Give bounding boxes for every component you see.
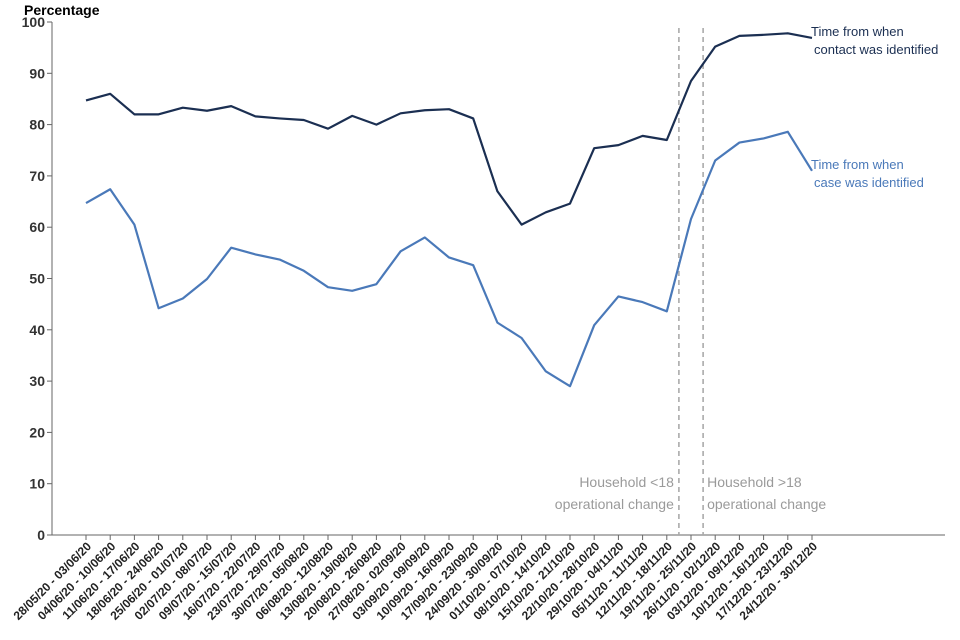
y-tick-label: 100: [22, 14, 46, 30]
series-labels: Time from when contact was identified Time…: [811, 24, 938, 190]
y-tick-label: 50: [29, 271, 45, 287]
y-tick-label: 60: [29, 219, 45, 235]
operational-change-label: operational change: [555, 496, 674, 512]
operational-change-label: Household >18: [707, 474, 802, 490]
y-tick-label: 70: [29, 168, 45, 184]
y-tick-label: 90: [29, 65, 45, 81]
operational-change-label: Household <18: [579, 474, 674, 490]
y-tick-label: 40: [29, 322, 45, 338]
y-tick-label: 20: [29, 424, 45, 440]
y-tick-label: 80: [29, 117, 45, 133]
series-label: contact was identified: [814, 42, 938, 57]
series-label: case was identified: [814, 175, 924, 190]
series-line: [85, 130, 813, 388]
annotations: Household <18 operational change Household…: [555, 28, 826, 535]
y-axis-title: Percentage: [24, 2, 100, 18]
series-label: Time from when: [811, 24, 904, 39]
y-tick-label: 10: [29, 476, 45, 492]
y-axis-ticks: 0 10 20 30 40 50 60 70 80 90 100: [22, 14, 52, 543]
series-label: Time from when: [811, 157, 904, 172]
series-lines: [85, 32, 813, 388]
y-tick-label: 30: [29, 373, 45, 389]
operational-change-label: operational change: [707, 496, 826, 512]
y-tick-label: 0: [37, 527, 45, 543]
